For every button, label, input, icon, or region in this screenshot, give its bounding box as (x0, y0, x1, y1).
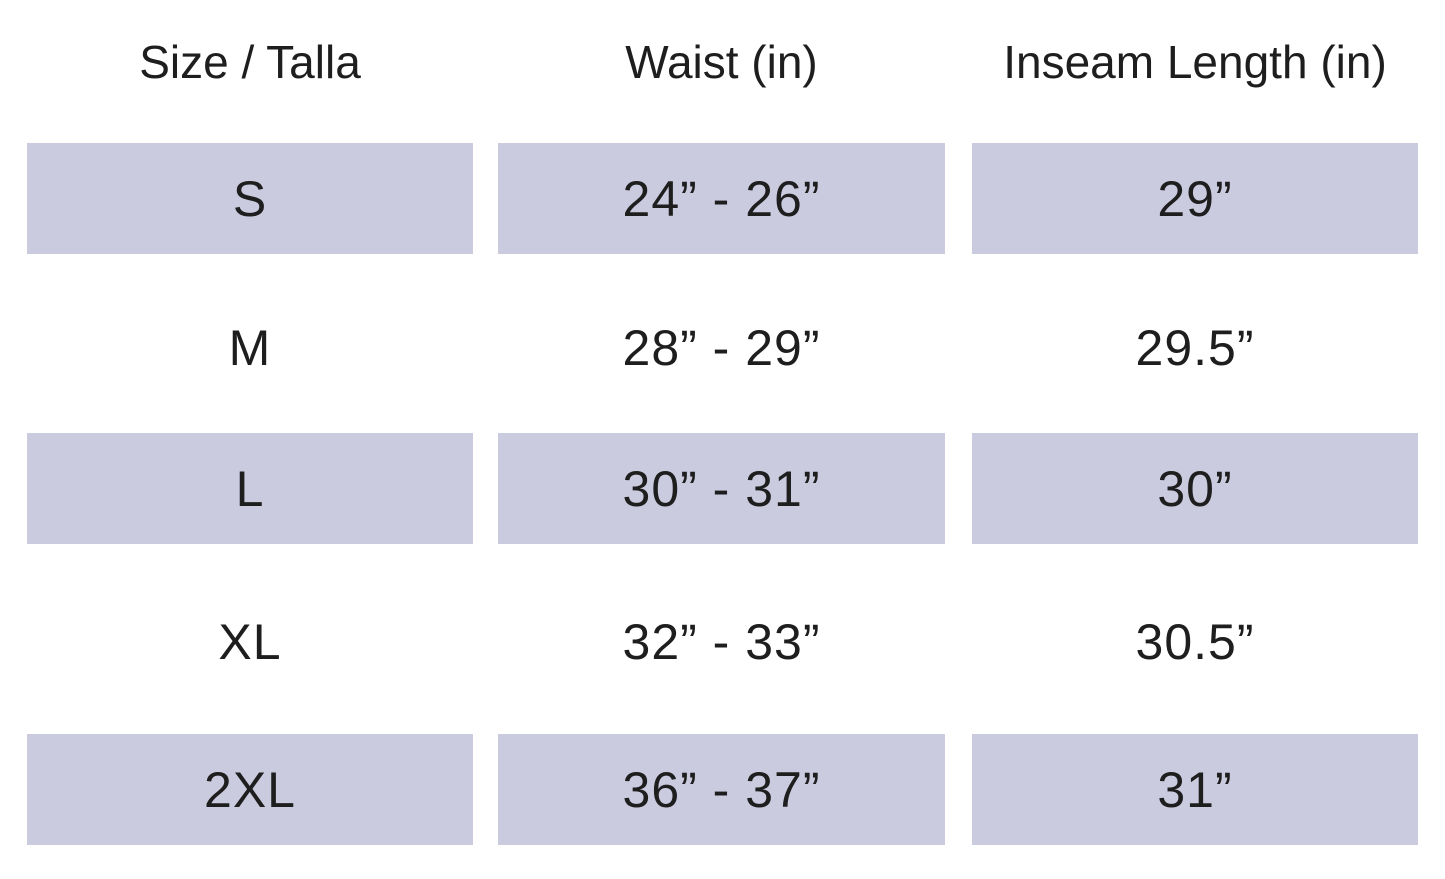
table-cell: XL (218, 613, 282, 670)
table-cell: S (27, 143, 473, 254)
column-header: Inseam Length (in) (1003, 36, 1387, 88)
table-cell: 29” (972, 143, 1418, 254)
table-cell: L (27, 433, 473, 544)
table-cell: 30” - 31” (498, 433, 945, 544)
column-header: Size / Talla (139, 36, 361, 88)
table-cell: 28” - 29” (622, 319, 821, 376)
column-header: Waist (in) (625, 36, 818, 88)
table-cell: 29.5” (1135, 319, 1255, 376)
table-cell: 24” - 26” (498, 143, 945, 254)
table-cell: 32” - 33” (622, 613, 821, 670)
table-cell: 2XL (27, 734, 473, 845)
table-cell: 30” (972, 433, 1418, 544)
table-cell: 36” - 37” (498, 734, 945, 845)
table-cell: M (228, 319, 272, 376)
table-cell: 30.5” (1135, 613, 1255, 670)
table-cell: 31” (972, 734, 1418, 845)
